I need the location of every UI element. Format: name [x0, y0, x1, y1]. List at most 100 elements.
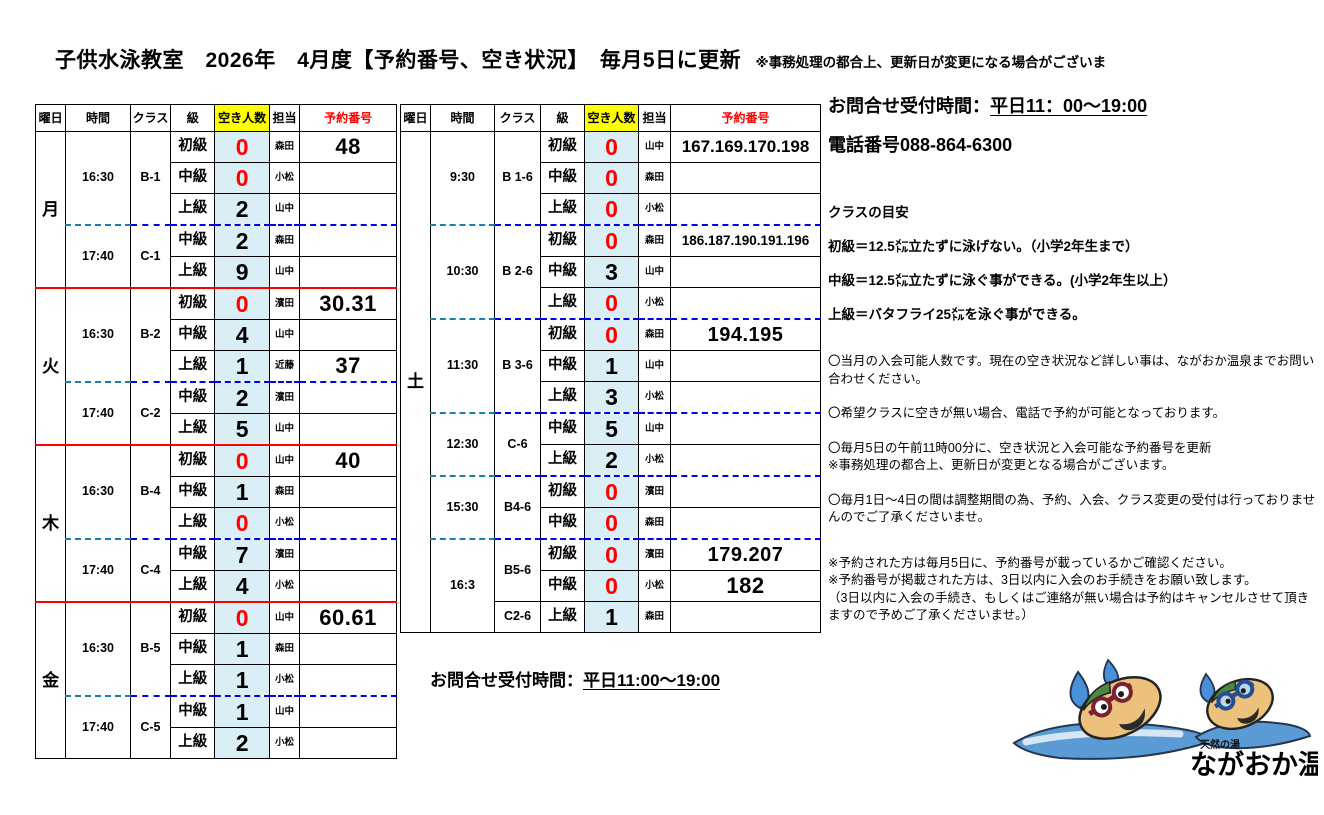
class-guide-title: クラスの目安	[828, 205, 909, 220]
class-cell: C-1	[129, 224, 172, 289]
table-row: 中級 1 森田	[36, 633, 397, 665]
reserve-cell	[670, 193, 821, 226]
reserve-cell	[670, 287, 821, 320]
header-slots: 空き人数	[214, 104, 270, 132]
level-cell: 中級	[170, 381, 216, 414]
reserve-cell	[670, 381, 821, 414]
reserve-cell	[299, 193, 397, 226]
slots-cell: 5	[584, 412, 639, 445]
reserve-cell: 182	[670, 570, 821, 602]
time-cell: 16:30	[65, 444, 131, 540]
table-row: 上級 3 小松	[401, 381, 821, 414]
table-row: 15:30 B4-6 初級 0 濱田	[401, 475, 821, 540]
reserve-cell	[299, 162, 397, 194]
reserve-cell	[299, 413, 397, 446]
reserve-cell	[670, 256, 821, 288]
time-cell: 17:40	[65, 695, 131, 759]
slots-cell: 0	[214, 507, 270, 540]
table-row: 上級 1 小松	[36, 664, 397, 697]
swimmer-left-icon	[1012, 658, 1214, 760]
bottom-contact-hours: お問合せ受付時間：平日11:00～19:00	[430, 666, 720, 691]
reserve-cell: 37	[299, 350, 397, 383]
slots-cell: 5	[214, 413, 270, 446]
slots-cell: 0	[584, 507, 639, 540]
phone-number: 電話番号088-864-6300	[828, 135, 1013, 155]
slots-cell: 0	[584, 318, 639, 351]
staff-cell: 小松	[268, 162, 301, 194]
header-level: 級	[170, 104, 216, 132]
note-item: 〇毎月5日の午前11時00分に、空き状況と入会可能な予約番号を更新 ※事務処理の…	[828, 440, 1212, 473]
class-cell: B 3-6	[494, 318, 541, 414]
table-row: 上級 2 小松	[401, 444, 821, 477]
level-cell: 初級	[170, 131, 216, 163]
staff-cell: 近藤	[268, 350, 301, 383]
level-cell: 中級	[540, 256, 585, 288]
time-cell: 10:30	[430, 224, 495, 320]
time-cell: 12:30	[430, 412, 495, 477]
staff-cell: 森田	[268, 633, 301, 665]
schedule-table-weekdays: 曜日 時間 クラス 級 空き人数 担当 予約番号 月 16:30 B-1 初級 …	[34, 104, 397, 759]
level-cell: 中級	[540, 162, 585, 194]
level-cell: 中級	[540, 570, 585, 602]
time-cell: 16:30	[65, 601, 131, 697]
staff-cell: 森田	[638, 318, 671, 351]
staff-cell: 森田	[638, 162, 671, 194]
class-cell: B 2-6	[494, 224, 541, 320]
reserve-cell	[299, 727, 397, 759]
class-cell: B-1	[129, 131, 172, 226]
staff-cell: 森田	[268, 131, 301, 163]
level-cell: 初級	[540, 475, 585, 508]
class-guide-advanced: 上級＝バタフライ25㍍を泳ぐ事ができる。	[828, 307, 1086, 322]
reserve-cell: 30.31	[299, 287, 397, 320]
staff-cell: 森田	[268, 476, 301, 508]
time-cell: 11:30	[430, 318, 495, 414]
reserve-cell	[299, 381, 397, 414]
reserve-cell: 40	[299, 444, 397, 477]
slots-cell: 0	[584, 475, 639, 508]
time-cell: 16:30	[65, 131, 131, 226]
slots-cell: 0	[584, 287, 639, 320]
level-cell: 中級	[170, 476, 216, 508]
level-cell: 上級	[540, 601, 585, 633]
staff-cell: 森田	[638, 224, 671, 257]
level-cell: 上級	[540, 444, 585, 477]
staff-cell: 小松	[638, 193, 671, 226]
staff-cell: 小松	[268, 664, 301, 697]
logo-name: ながおか温泉	[1190, 749, 1318, 780]
info-panel: お問合せ受付時間：平日11：00～19:00 電話番号088-864-6300 …	[828, 92, 1318, 625]
header-staff: 担当	[268, 104, 301, 132]
reserve-cell: 179.207	[670, 538, 821, 571]
bottom-contact-value: 平日11:00～19:00	[583, 671, 721, 690]
reserve-cell	[670, 162, 821, 194]
staff-cell: 山中	[268, 193, 301, 226]
level-cell: 上級	[170, 350, 216, 383]
staff-cell: 山中	[268, 319, 301, 351]
slots-cell: 2	[584, 444, 639, 477]
header-class: クラス	[129, 104, 172, 132]
time-cell: 9:30	[430, 131, 495, 226]
class-cell: B-2	[129, 287, 172, 383]
staff-cell: 山中	[268, 601, 301, 634]
slots-cell: 9	[214, 256, 270, 289]
staff-cell: 山中	[638, 350, 671, 382]
staff-cell: 小松	[638, 381, 671, 414]
header-time: 時間	[430, 104, 495, 132]
time-cell: 16:30	[65, 287, 131, 383]
slots-cell: 0	[584, 570, 639, 602]
level-cell: 中級	[540, 507, 585, 540]
class-cell: C-2	[129, 381, 172, 446]
staff-cell: 森田	[638, 601, 671, 633]
contact-hours-value: 平日11：00～19:00	[990, 96, 1148, 116]
table-row: 上級 4 小松	[36, 570, 397, 603]
table-row: 上級 2 山中	[36, 193, 397, 226]
reserve-cell	[299, 319, 397, 351]
slots-cell: 1	[214, 476, 270, 508]
reserve-cell	[299, 224, 397, 257]
table-row: 11:30 B 3-6 初級 0 森田 194.195	[401, 318, 821, 414]
slots-cell: 7	[214, 538, 270, 571]
table-row: 中級 0 小松	[36, 162, 397, 194]
table-row: 16:3 B5-6 初級 0 濱田 179.207	[401, 538, 821, 633]
staff-cell: 小松	[638, 444, 671, 477]
header-reserve: 予約番号	[299, 104, 397, 132]
class-cell: C2-6	[494, 601, 541, 633]
